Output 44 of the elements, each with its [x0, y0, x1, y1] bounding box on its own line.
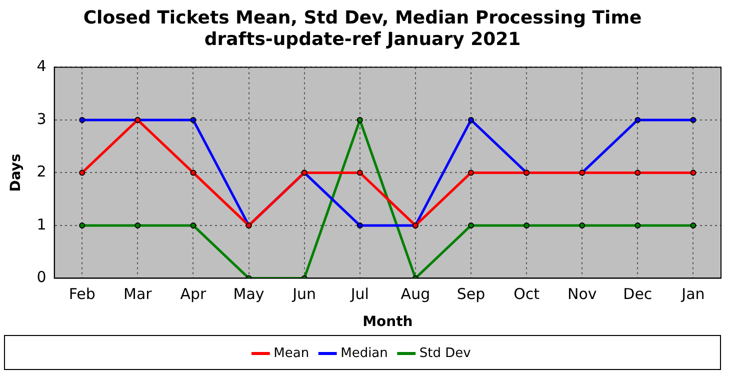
- x-tick-label: Nov: [567, 285, 597, 304]
- point: [468, 222, 474, 228]
- x-tick-label: Aug: [400, 285, 430, 304]
- point: [190, 116, 196, 123]
- legend-label: Mean: [274, 346, 310, 361]
- x-tick-label: Dec: [623, 285, 652, 304]
- point: [79, 116, 86, 123]
- legend-label: Median: [340, 346, 388, 361]
- point: [79, 222, 86, 228]
- y-tick-label: 3: [36, 110, 46, 128]
- point: [579, 222, 586, 228]
- x-tick-label: Mar: [124, 285, 153, 304]
- point: [190, 222, 196, 228]
- point: [634, 116, 641, 123]
- point: [356, 170, 363, 176]
- y-axis-title: Days: [8, 154, 24, 192]
- x-tick-label: Feb: [68, 285, 96, 304]
- x-tick-label: Apr: [180, 285, 208, 304]
- x-tick-label: May: [233, 285, 264, 304]
- point: [356, 222, 363, 228]
- point: [690, 116, 696, 123]
- y-tick-label: 0: [36, 268, 46, 286]
- point: [134, 222, 141, 228]
- y-tick-label: 1: [36, 215, 46, 234]
- chart-title: Closed Tickets Mean, Std Dev, Median Processing Time drafts-update-ref January 2021: [83, 7, 642, 50]
- x-tick-label: Sep: [456, 285, 486, 304]
- point: [468, 116, 474, 123]
- x-tick-label: Oct: [514, 285, 540, 304]
- point: [79, 170, 86, 176]
- point: [634, 170, 641, 176]
- x-axis-title: Month: [362, 314, 413, 330]
- x-tick-label: Jun: [292, 285, 316, 304]
- x-tick-label: Jul: [350, 285, 369, 304]
- y-tick-label: 4: [36, 57, 46, 76]
- point: [634, 222, 641, 228]
- point: [690, 222, 696, 228]
- legend-label: Std Dev: [419, 346, 472, 361]
- point: [690, 170, 696, 176]
- point: [356, 116, 363, 123]
- point: [524, 222, 530, 228]
- point: [468, 170, 474, 176]
- point: [190, 170, 196, 176]
- x-tick-label: Jan: [680, 285, 705, 304]
- y-tick-label: 2: [36, 162, 46, 181]
